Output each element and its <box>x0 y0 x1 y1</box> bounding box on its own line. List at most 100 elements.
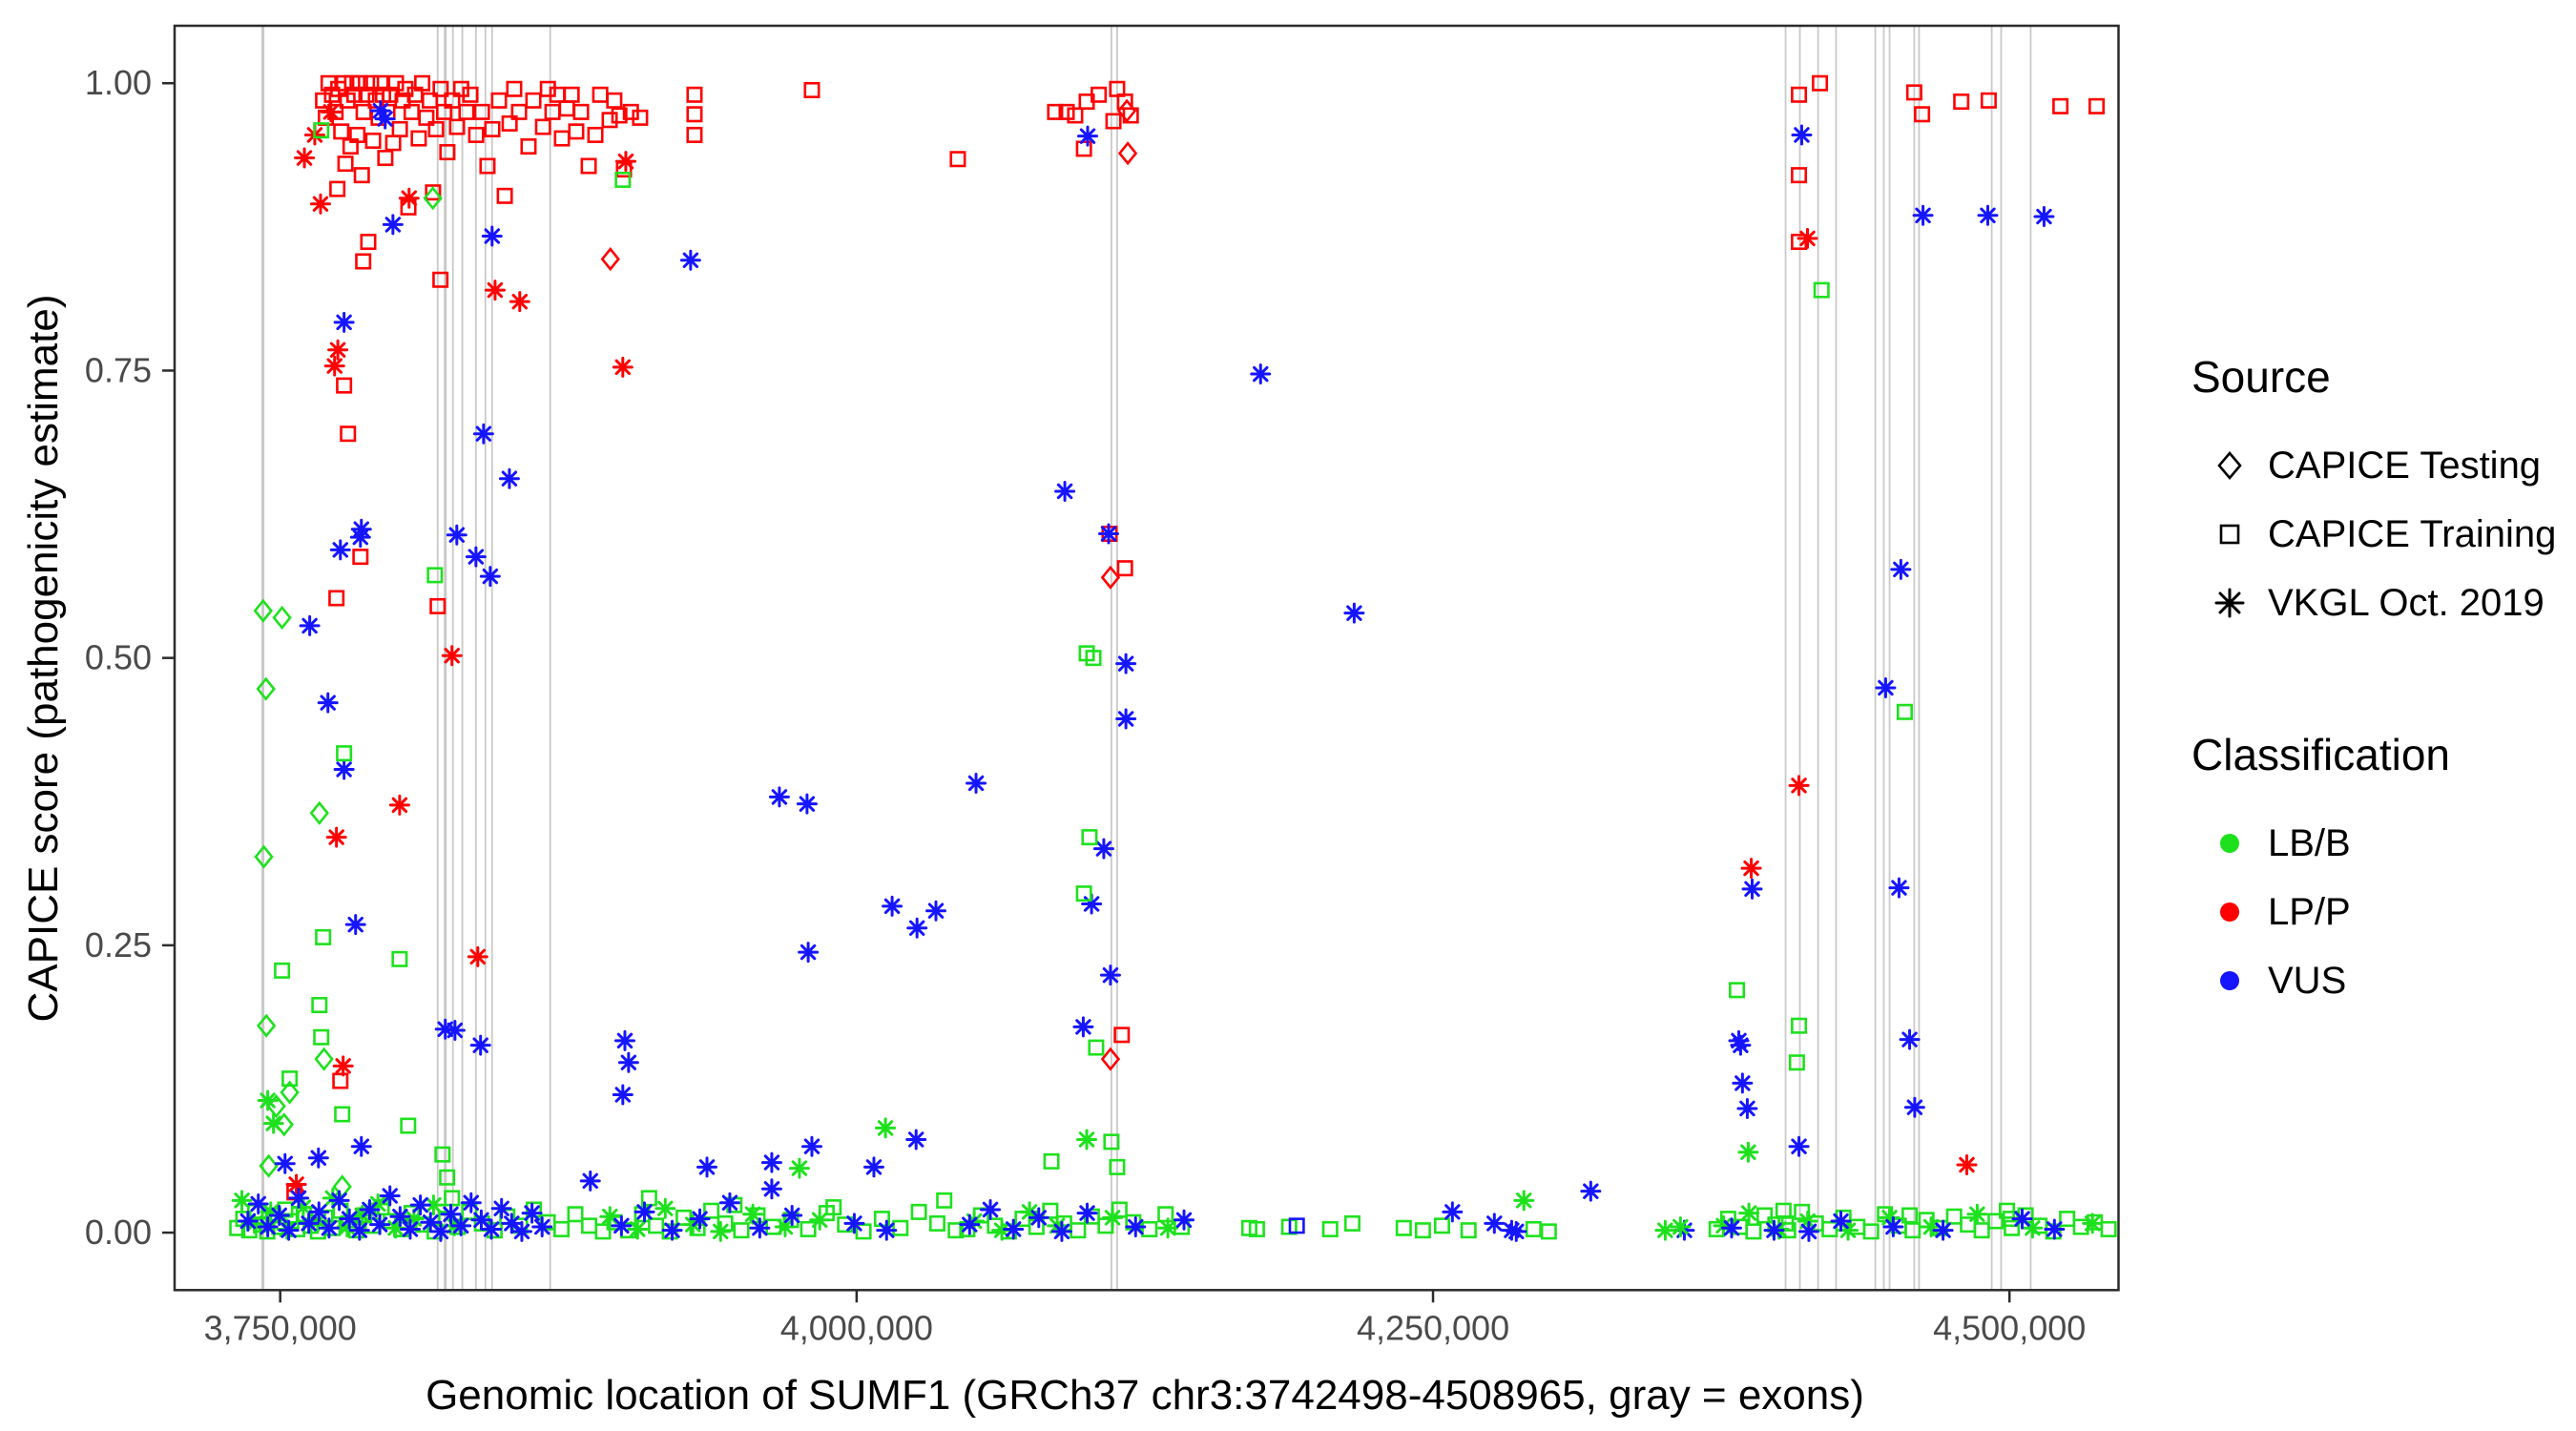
point-asterisk <box>1099 964 1121 986</box>
point-asterisk <box>1791 124 1813 146</box>
point-asterisk <box>332 1055 354 1077</box>
point-asterisk <box>409 1194 431 1216</box>
point-square <box>1896 703 1913 720</box>
point-square <box>1141 1220 1158 1237</box>
point-square <box>1973 1222 1990 1239</box>
point-square <box>360 234 377 251</box>
point-square <box>1914 106 1931 123</box>
point-square <box>803 81 821 98</box>
point-diamond <box>257 1013 277 1038</box>
point-square <box>534 118 551 135</box>
point-square <box>1812 74 1829 92</box>
lpp-dot-icon <box>2192 893 2268 931</box>
point-square <box>391 120 408 137</box>
point-square <box>337 156 354 173</box>
point-square <box>439 1169 456 1186</box>
point-asterisk <box>444 1020 466 1042</box>
lbb-dot-icon <box>2192 824 2268 862</box>
point-square <box>2088 97 2106 114</box>
y-tick-label: 0.00 <box>85 1213 152 1252</box>
point-square <box>311 997 328 1014</box>
point-asterisk <box>1097 523 1119 545</box>
point-square <box>1791 167 1808 184</box>
point-asterisk <box>327 339 349 361</box>
x-axis-title: Genomic location of SUMF1 (GRCh37 chr3:3… <box>426 1372 1864 1419</box>
point-asterisk <box>788 1157 810 1179</box>
point-asterisk <box>876 1219 898 1241</box>
point-asterisk <box>1899 1028 1921 1050</box>
point-asterisk <box>440 1203 462 1225</box>
point-diamond <box>253 598 273 623</box>
point-asterisk <box>1882 1216 1904 1238</box>
point-square <box>686 86 703 103</box>
point-square <box>520 138 537 156</box>
point-asterisk <box>627 1218 649 1240</box>
point-asterisk <box>329 539 351 561</box>
point-asterisk <box>2044 1218 2066 1240</box>
point-asterisk <box>742 1203 764 1225</box>
point-asterisk <box>1050 1220 1072 1242</box>
x-tick-label: 4,000,000 <box>780 1308 933 1347</box>
point-asterisk <box>1654 1219 1676 1241</box>
point-square <box>313 122 330 139</box>
point-asterisk <box>1903 1096 1925 1118</box>
point-asterisk <box>710 1220 732 1242</box>
point-square <box>949 151 966 168</box>
point-asterisk <box>388 794 410 816</box>
point-square <box>432 271 449 288</box>
point-asterisk <box>1506 1220 1527 1242</box>
point-asterisk <box>1157 1217 1179 1239</box>
point-asterisk <box>906 917 928 939</box>
point-square <box>506 80 523 97</box>
point-square <box>439 144 456 161</box>
asterisk-icon <box>2192 582 2268 624</box>
point-asterisk <box>382 214 404 236</box>
point-square <box>355 103 372 120</box>
point-asterisk <box>467 945 488 967</box>
point-square <box>1905 84 1922 101</box>
panel-border <box>173 24 2120 1292</box>
point-asterisk <box>1580 1180 1602 1202</box>
legend: Source CAPICE Testing CAPICE Training <box>2192 351 2564 1015</box>
point-square <box>1067 107 1084 124</box>
point-diamond <box>314 1047 334 1071</box>
data-points <box>229 74 2117 1242</box>
point-square <box>553 130 571 147</box>
point-asterisk <box>1732 1072 1754 1094</box>
point-square <box>936 1192 953 1209</box>
point-asterisk <box>294 147 316 169</box>
point-asterisk <box>800 1135 822 1157</box>
x-tick-label: 4,250,000 <box>1357 1308 1509 1347</box>
point-square <box>384 135 402 152</box>
point-square <box>333 123 350 140</box>
point-asterisk <box>231 1190 253 1212</box>
legend-item-vkgl: VKGL Oct. 2019 <box>2192 569 2564 637</box>
point-asterisk <box>1875 676 1897 698</box>
point-asterisk <box>323 355 345 377</box>
point-square <box>422 92 439 109</box>
point-asterisk <box>307 1147 329 1169</box>
legend-item-label: VKGL Oct. 2019 <box>2268 581 2545 624</box>
point-asterisk <box>278 1219 300 1241</box>
point-asterisk <box>689 1208 711 1230</box>
point-square <box>1075 140 1092 157</box>
point-square <box>1395 1219 1412 1236</box>
point-square <box>458 103 475 120</box>
point-square <box>648 1217 665 1234</box>
point-asterisk <box>1736 1097 1758 1119</box>
point-asterisk <box>1932 1219 1954 1241</box>
point-asterisk <box>1797 1220 1819 1242</box>
point-asterisk <box>1092 838 1114 860</box>
point-square <box>427 120 445 137</box>
point-asterisk <box>481 225 503 247</box>
point-asterisk <box>369 1213 391 1235</box>
point-asterisk <box>510 1220 532 1242</box>
point-square <box>592 86 609 103</box>
point-square <box>462 86 479 103</box>
point-asterisk <box>262 1112 284 1134</box>
point-square <box>425 184 442 201</box>
point-square <box>372 74 389 92</box>
point-square <box>580 157 597 175</box>
point-asterisk <box>1028 1207 1049 1229</box>
